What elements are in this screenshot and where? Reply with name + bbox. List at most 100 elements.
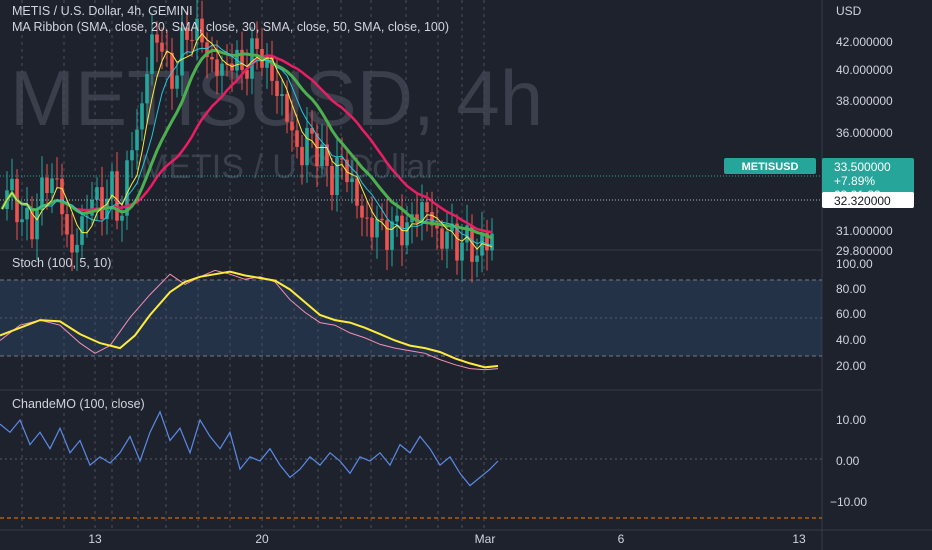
candle-body	[20, 219, 24, 223]
time-tick-label: Mar	[475, 532, 496, 546]
candle-body	[40, 177, 44, 211]
watermark-name: METIS / U.S. Dollar	[140, 148, 437, 186]
stoch-tick-label: 20.00	[836, 359, 866, 373]
candle-body	[365, 217, 369, 219]
candle-body	[10, 178, 14, 191]
candle-body	[250, 38, 254, 79]
candle-body	[50, 178, 54, 194]
candle-body	[65, 214, 69, 235]
candle-body	[145, 73, 149, 104]
candle-body	[395, 215, 399, 222]
candle-body	[45, 177, 49, 194]
candle-body	[270, 56, 274, 81]
price-tick-label: 29.800000	[836, 244, 893, 258]
price-tick-label: 38.000000	[836, 94, 893, 108]
crosshair-tag	[822, 192, 914, 208]
candle-body	[465, 225, 469, 243]
price-tag-price: 33.500000	[834, 160, 891, 174]
candle-body	[415, 214, 419, 223]
candle-body	[405, 222, 409, 246]
candle-body	[120, 215, 124, 221]
candle-body	[345, 159, 349, 183]
candle-body	[330, 165, 334, 196]
candle-body	[460, 242, 464, 261]
candle-body	[375, 218, 379, 238]
currency-label: USD	[836, 4, 862, 18]
stoch-axis-ticks: 100.00 80.00 60.00 40.00 20.00	[836, 257, 873, 373]
chande-axis-ticks: 10.00 0.00 −10.00	[830, 413, 867, 509]
symbol-tag-text: METISUSD	[742, 161, 799, 173]
candle-body	[240, 49, 244, 70]
ma-100-line	[0, 54, 493, 234]
candle-body	[490, 233, 494, 251]
candle-body	[425, 202, 429, 213]
price-tag-change: +7.89%	[834, 174, 875, 188]
candle-body	[380, 218, 384, 221]
chande-tick-label: 10.00	[836, 413, 866, 427]
stoch-tick-label: 100.00	[836, 257, 873, 271]
candle-body	[280, 94, 284, 97]
candle-body	[310, 127, 314, 134]
candle-body	[315, 133, 319, 167]
candle-body	[275, 80, 279, 97]
candle-body	[285, 94, 289, 122]
candle-body	[305, 127, 309, 166]
candle-body	[440, 228, 444, 249]
candle-body	[430, 212, 434, 226]
symbol-tag[interactable]	[724, 158, 816, 174]
candle-body	[180, 27, 184, 76]
candle-body	[340, 157, 344, 160]
candle-body	[435, 225, 439, 229]
candle-body	[170, 52, 174, 89]
candle-body	[125, 160, 129, 216]
candle-body	[370, 217, 374, 238]
stoch-lines	[0, 269, 499, 371]
candle-body	[360, 205, 364, 218]
price-tag[interactable]	[822, 158, 914, 202]
candle-body	[445, 231, 449, 249]
price-tick-label: 31.000000	[836, 224, 893, 238]
candle-body	[190, 39, 194, 41]
ma-20-line	[1, 33, 493, 250]
price-tick-label: 40.000000	[836, 63, 893, 77]
candle-body	[200, 18, 204, 43]
candle-body	[325, 144, 329, 166]
candle-body	[30, 207, 34, 240]
candle-body	[70, 234, 74, 253]
time-tick-label: 13	[88, 532, 102, 546]
candle-body	[290, 121, 294, 131]
price-tick-label: 36.000000	[836, 126, 893, 140]
ma-50-line	[0, 48, 493, 240]
candle-body	[60, 178, 64, 215]
candle-body	[350, 178, 354, 183]
candle-body	[185, 27, 189, 40]
chart-title: METIS / U.S. Dollar, 4h, GEMINI	[12, 4, 193, 18]
crosshair-tag-text: 32.320000	[834, 194, 891, 208]
price-axis-ticks: 42.000000 40.000000 38.000000 36.000000 31.0…	[836, 35, 893, 258]
stoch-legend: Stoch (100, 5, 10)	[12, 256, 111, 270]
candle-body	[100, 187, 104, 220]
candle-body	[75, 244, 79, 253]
candle-body	[220, 63, 224, 76]
candle-body	[175, 75, 179, 89]
candle-body	[165, 51, 169, 53]
candle-body	[475, 255, 479, 262]
candle-body	[25, 207, 29, 220]
candle-body	[300, 146, 304, 166]
chande-tick-label: 0.00	[836, 454, 860, 468]
candle-body	[80, 216, 84, 245]
candle-body	[470, 225, 474, 262]
candle-body	[385, 220, 389, 250]
candle-body	[115, 171, 119, 221]
candle-body	[355, 178, 359, 206]
candle-body	[320, 144, 324, 167]
candle-body	[150, 34, 154, 74]
chande-mo-line	[0, 410, 499, 487]
time-tick-label: 13	[792, 532, 806, 546]
candle-body	[420, 202, 424, 223]
ma-ribbon-legend: MA Ribbon (SMA, close, 20, SMA, close, 3…	[12, 20, 449, 34]
stoch-tick-label: 80.00	[836, 282, 866, 296]
time-tick-label: 20	[255, 532, 269, 546]
